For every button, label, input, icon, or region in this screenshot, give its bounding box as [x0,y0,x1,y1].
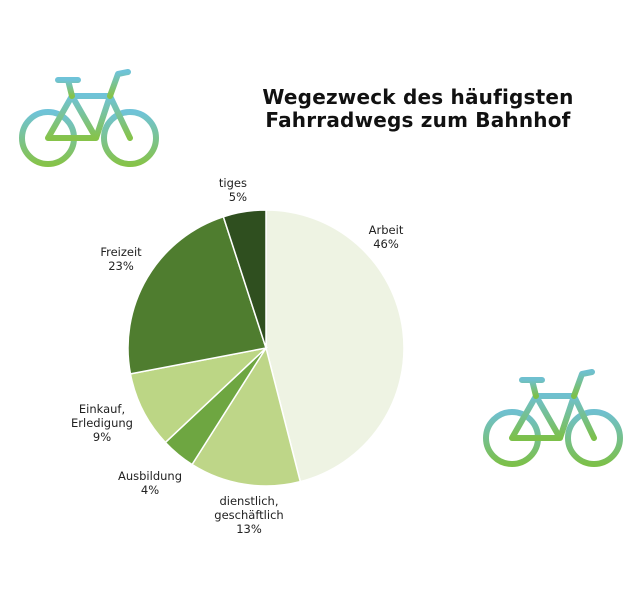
pie-data-label: tiges 5% [219,176,247,204]
chart-title: Wegezweck des häufigsten Fahrradwegs zum… [238,86,598,132]
pie-data-label: Arbeit 46% [369,223,404,251]
pie-slice [265,209,405,483]
chart-title-line-1: Wegezweck des häufigsten [262,85,574,109]
pie-slice [222,209,267,349]
bicycle-icon [483,369,623,467]
pie-data-label: Freizeit 23% [100,245,142,273]
pie-data-label: Ausbildung 4% [118,469,182,497]
pie-data-label: Einkauf, Erledigung 9% [71,402,133,444]
pie-data-label: dienstlich, geschäftlich 13% [214,494,283,536]
pie-slice [127,215,267,375]
chart-title-line-2: Fahrradwegs zum Bahnhof [265,108,571,132]
bicycle-icon [19,69,159,167]
pie-slice [191,346,302,487]
